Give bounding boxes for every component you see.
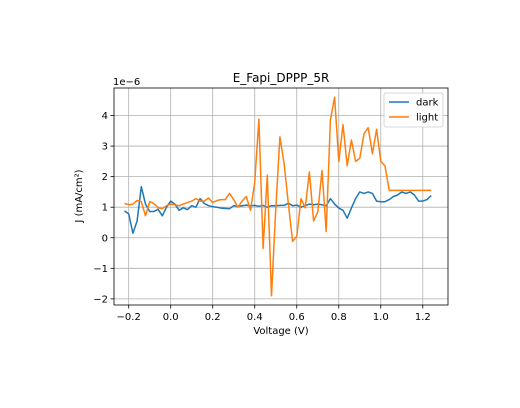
legend-label-light: light bbox=[416, 113, 438, 124]
y-tick-label: 2 bbox=[102, 172, 108, 183]
x-tick-label: 0.8 bbox=[331, 312, 347, 323]
legend: dark light bbox=[383, 92, 444, 128]
series-line-light bbox=[124, 96, 432, 297]
x-tick-label: 1.0 bbox=[373, 312, 389, 323]
y-axis-ticks: −2 −1 0 1 2 3 4 bbox=[93, 111, 114, 305]
chart-title: E_Fapi_DPPP_5R bbox=[233, 71, 330, 85]
x-axis-label: Voltage (V) bbox=[253, 326, 308, 337]
y-tick-label: 3 bbox=[102, 142, 108, 153]
y-offset-text: 1e−6 bbox=[113, 77, 140, 88]
y-axis-label: J (mA/cm²) bbox=[74, 169, 85, 223]
y-tick-label: 0 bbox=[102, 233, 108, 244]
y-tick-label: −1 bbox=[93, 264, 108, 275]
x-tick-label: 0.6 bbox=[289, 312, 305, 323]
y-tick-label: 4 bbox=[102, 111, 108, 122]
x-tick-label: 0.4 bbox=[247, 312, 263, 323]
y-tick-label: −2 bbox=[93, 294, 108, 305]
x-axis-ticks: −0.2 0.0 0.2 0.4 0.6 0.8 1.0 1.2 bbox=[117, 305, 431, 323]
plot-frame bbox=[113, 87, 449, 306]
y-tick-label: 1 bbox=[102, 203, 108, 214]
series-lines bbox=[124, 96, 432, 297]
legend-label-dark: dark bbox=[416, 98, 439, 109]
x-tick-label: 0.2 bbox=[205, 312, 221, 323]
x-tick-label: 1.2 bbox=[415, 312, 431, 323]
x-tick-label: −0.2 bbox=[117, 312, 141, 323]
x-tick-label: 0.0 bbox=[163, 312, 179, 323]
